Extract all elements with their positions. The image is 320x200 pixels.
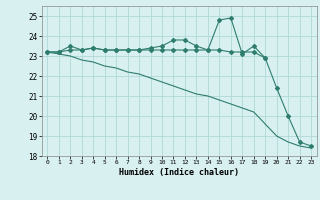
X-axis label: Humidex (Indice chaleur): Humidex (Indice chaleur) <box>119 168 239 177</box>
